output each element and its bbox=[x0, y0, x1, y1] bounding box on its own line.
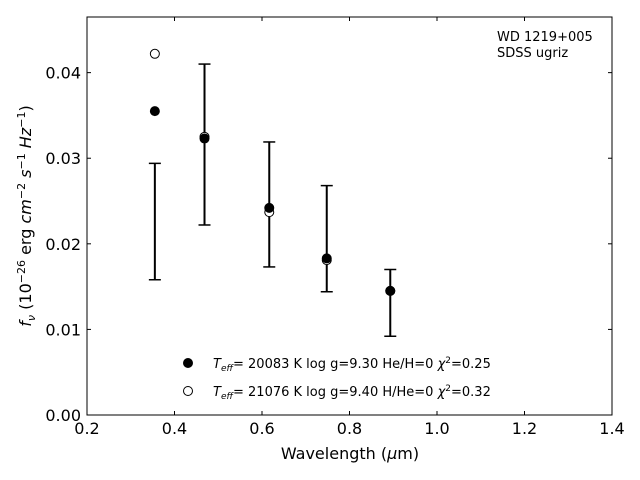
x-tick-label: 1.0 bbox=[424, 419, 449, 438]
x-tick-label: 1.2 bbox=[512, 419, 537, 438]
y-axis-label: fν (10−26 erg cm−2 s−1 Hz−1) bbox=[15, 105, 38, 326]
x-tick-label: 0.6 bbox=[249, 419, 274, 438]
y-tick-label: 0.04 bbox=[45, 64, 81, 83]
point-filled bbox=[385, 285, 396, 296]
x-axis-label: Wavelength (μm) bbox=[281, 444, 419, 463]
x-tick-label: 1.4 bbox=[599, 419, 624, 438]
axis-ticks: 0.2 0.4 0.6 0.8 1.0 1.2 1.4 0.00 0.01 0.02 0.03 0.0… bbox=[45, 17, 625, 438]
y-tick-label: 0.00 bbox=[45, 406, 81, 425]
legend-marker-filled bbox=[183, 358, 193, 368]
y-tick-label: 0.01 bbox=[45, 320, 81, 339]
model-points bbox=[149, 48, 396, 296]
y-tick-label: 0.02 bbox=[45, 235, 81, 254]
annotation-survey: SDSS ugriz bbox=[497, 46, 568, 61]
y-tick-label: 0.03 bbox=[45, 149, 81, 168]
observed-errorbars bbox=[148, 63, 397, 338]
point-open bbox=[149, 48, 160, 59]
legend-label-open: Teff= 21076 K log g=9.40 H/He=0 χ2=0.32 bbox=[213, 384, 491, 402]
legend: Teff= 20083 K log g=9.30 He/H=0 χ2=0.25 … bbox=[183, 356, 491, 402]
point-filled bbox=[149, 106, 160, 117]
annotation-star-name: WD 1219+005 bbox=[497, 30, 593, 45]
point-filled bbox=[264, 202, 275, 213]
x-tick-label: 0.2 bbox=[74, 419, 99, 438]
point-filled bbox=[199, 133, 210, 144]
x-tick-label: 0.4 bbox=[162, 419, 187, 438]
point-filled bbox=[321, 253, 332, 264]
legend-marker-open bbox=[183, 386, 193, 396]
x-tick-label: 0.8 bbox=[337, 419, 362, 438]
legend-label-filled: Teff= 20083 K log g=9.30 He/H=0 χ2=0.25 bbox=[213, 356, 491, 374]
plot-frame bbox=[86, 16, 613, 416]
